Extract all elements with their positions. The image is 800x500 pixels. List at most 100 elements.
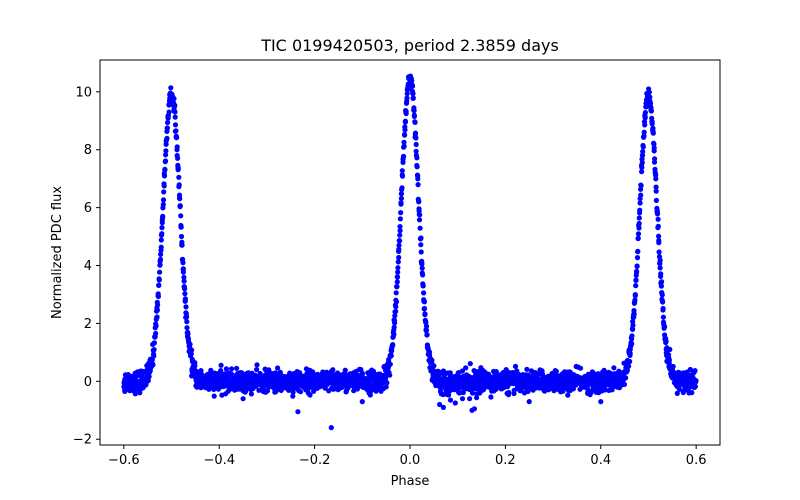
data-point <box>639 160 645 166</box>
data-point <box>692 368 698 374</box>
data-point <box>392 320 398 326</box>
data-point <box>639 164 645 171</box>
data-point <box>177 196 183 202</box>
data-point <box>417 225 423 231</box>
data-point <box>176 182 182 188</box>
data-point <box>398 200 404 206</box>
data-point <box>635 248 641 254</box>
data-point <box>415 182 421 188</box>
y-tick-label: −2 <box>73 433 92 448</box>
data-point <box>166 109 172 115</box>
data-point <box>397 216 403 222</box>
data-point <box>602 387 608 393</box>
outlier-point <box>295 409 301 415</box>
data-point <box>422 311 428 317</box>
data-point <box>512 363 519 369</box>
data-point <box>640 144 646 150</box>
data-point <box>178 224 184 230</box>
data-point <box>159 225 165 231</box>
data-point <box>393 304 399 310</box>
outlier-point <box>598 399 604 405</box>
data-point <box>631 311 637 317</box>
data-point <box>641 133 647 139</box>
data-point <box>638 183 644 189</box>
data-point <box>394 279 400 285</box>
data-point <box>642 115 648 121</box>
data-point <box>391 331 397 337</box>
data-point <box>429 357 435 363</box>
data-point <box>577 365 584 371</box>
data-point <box>627 350 633 357</box>
data-point <box>393 290 399 296</box>
data-point <box>402 127 408 133</box>
data-point <box>467 361 473 367</box>
data-point <box>168 85 174 91</box>
data-point <box>417 212 423 218</box>
data-point <box>178 233 185 240</box>
data-point <box>397 238 403 244</box>
data-point <box>156 277 162 283</box>
data-point <box>399 168 405 174</box>
data-point <box>635 235 641 241</box>
data-point <box>397 228 403 234</box>
outlier-point <box>686 390 692 396</box>
data-point <box>387 361 393 367</box>
data-point <box>623 375 629 381</box>
data-point <box>223 366 229 372</box>
data-point <box>420 283 426 289</box>
data-point <box>165 119 171 126</box>
data-point <box>635 231 642 237</box>
data-point <box>173 128 179 134</box>
data-point <box>659 279 665 285</box>
data-point <box>416 199 422 205</box>
data-point <box>642 110 649 116</box>
data-point <box>516 371 522 378</box>
data-point <box>290 389 296 395</box>
x-axis-ticks: −0.6 −0.4 −0.2 0.0 0.2 0.4 0.6 <box>108 445 706 468</box>
data-point <box>178 213 184 219</box>
data-point <box>660 305 666 312</box>
data-point <box>275 365 281 371</box>
data-point <box>653 197 660 203</box>
data-point <box>403 110 409 117</box>
data-point <box>180 269 186 275</box>
outlier-point <box>359 399 365 405</box>
y-tick-label: 10 <box>75 85 92 100</box>
data-point <box>290 393 296 399</box>
data-point <box>413 141 419 148</box>
data-point <box>410 83 416 89</box>
data-point <box>387 372 393 378</box>
x-tick-label: −0.2 <box>299 453 331 468</box>
outlier-point <box>467 396 473 402</box>
data-point <box>674 390 680 396</box>
data-point <box>648 108 655 114</box>
data-point <box>151 353 157 359</box>
data-point <box>172 122 179 128</box>
data-point <box>160 213 166 219</box>
data-point <box>163 148 169 154</box>
data-point <box>412 119 418 125</box>
data-point <box>172 114 178 120</box>
data-point <box>421 299 428 305</box>
y-axis-label: Normalized PDC flux <box>50 186 65 319</box>
data-point <box>172 109 178 115</box>
outlier-point <box>459 396 466 402</box>
data-point <box>662 324 668 330</box>
data-point <box>658 283 665 289</box>
data-point <box>634 263 640 269</box>
data-point <box>177 203 183 209</box>
data-point <box>158 251 164 257</box>
data-point <box>181 274 187 280</box>
data-point <box>632 297 638 303</box>
data-point <box>399 173 406 179</box>
x-tick-label: −0.6 <box>108 453 140 468</box>
data-point <box>553 368 559 374</box>
data-points <box>121 73 699 431</box>
data-point <box>411 113 417 119</box>
data-point <box>397 224 403 230</box>
data-point <box>161 189 167 195</box>
data-point <box>418 235 424 241</box>
data-point <box>187 341 193 347</box>
data-point <box>414 164 420 170</box>
data-point <box>172 102 178 108</box>
